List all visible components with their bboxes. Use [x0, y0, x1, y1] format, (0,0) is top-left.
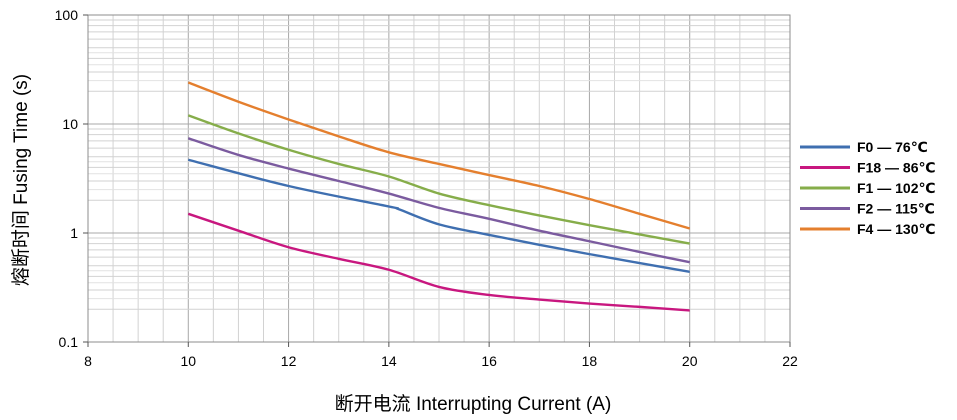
x-tick-label: 18: [582, 353, 598, 369]
series-lines: [187, 81, 691, 312]
y-axis-ticks: 0.1 1 10 100: [55, 7, 88, 350]
series-line-3: [187, 137, 690, 264]
series-line-0: [187, 158, 690, 274]
y-tick-label: 100: [55, 7, 79, 23]
x-tick-label: 10: [180, 353, 196, 369]
series-line-4: [187, 81, 691, 230]
grid: [88, 15, 790, 342]
x-tick-label: 22: [782, 353, 798, 369]
y-tick-label: 10: [62, 116, 78, 132]
y-tick-label: 0.1: [59, 334, 79, 350]
y-tick-label: 1: [70, 225, 78, 241]
x-tick-label: 20: [682, 353, 698, 369]
series-line-1: [187, 212, 690, 312]
plot-frame: [87, 14, 791, 343]
x-tick-label: 12: [281, 353, 297, 369]
x-axis-label: 断开电流 Interrupting Current (A): [335, 393, 612, 415]
legend-entry: F1 — 102℃: [857, 180, 935, 196]
legend-entry: F0 — 76℃: [857, 139, 928, 155]
x-tick-label: 8: [84, 353, 92, 369]
plot-border: [87, 14, 791, 343]
x-tick-label: 16: [481, 353, 497, 369]
series-line-2: [187, 114, 690, 245]
legend-entry: F18 — 86℃: [857, 160, 935, 176]
legend-entry: F4 — 130℃: [857, 221, 935, 237]
x-axis-ticks: 8 10 12 14 16 18 20 22: [84, 342, 798, 369]
x-tick-label: 14: [381, 353, 397, 369]
y-axis-label: 熔断时间 Fusing Time (s): [10, 74, 32, 286]
legend: F0 — 76℃ F18 — 86℃ F1 — 102℃ F2 — 115℃ F4 — …: [800, 139, 935, 237]
legend-entry: F2 — 115℃: [857, 201, 935, 217]
